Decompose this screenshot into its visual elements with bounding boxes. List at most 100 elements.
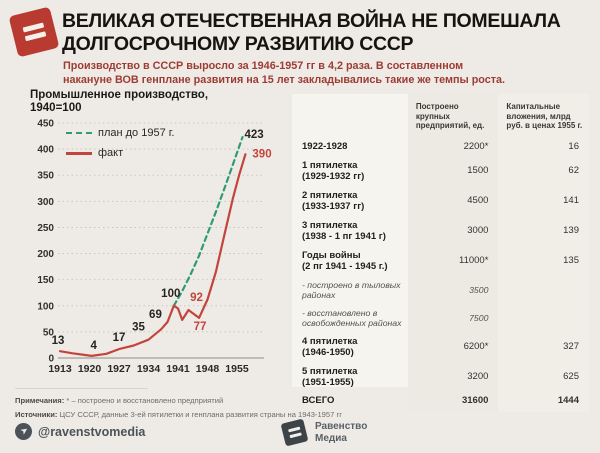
- row-built-value: 11000*: [407, 245, 499, 276]
- row-period-label: 1922-1928: [302, 140, 348, 152]
- row-built-value: 2200*: [407, 136, 499, 156]
- logo-equals-bar: [22, 22, 44, 33]
- row-period-label: 5 пятилетка (1951-1955): [302, 365, 358, 388]
- row-capital-value: 62: [498, 155, 589, 186]
- brand-name: Равенство Медиа: [315, 421, 367, 444]
- plan-series-line: [172, 136, 244, 307]
- y-tick-label: 50: [43, 327, 55, 338]
- table-row: - построено в тыловых районах 3500: [292, 275, 589, 304]
- sources-label: Источники:: [15, 410, 58, 419]
- fact-solid-line-sample: [66, 151, 92, 155]
- sources-line: Источники: ЦСУ СССР, данные 3-ей пятилет…: [15, 410, 342, 419]
- legend-item-plan: план до 1957 г.: [66, 127, 174, 139]
- y-tick-label: 100: [37, 301, 54, 312]
- legend-item-fact: факт: [66, 147, 123, 159]
- row-period-label: 4 пятилетка (1946-1950): [302, 335, 358, 358]
- logo-equals-bar: [24, 31, 46, 42]
- data-point-label: 92: [190, 292, 203, 304]
- row-built-value: 4500: [407, 185, 499, 216]
- notes-text: * – построено и восстановлено предприяти…: [66, 396, 224, 405]
- legend-plan-label: план до 1957 г.: [98, 127, 175, 139]
- y-tick-label: 250: [37, 223, 54, 234]
- data-point-label: 69: [149, 309, 162, 321]
- y-tick-label: 400: [37, 145, 54, 156]
- data-point-label: 35: [132, 322, 145, 334]
- chart-title-line1: Промышленное производство,: [30, 89, 209, 101]
- row-capital-value: [498, 275, 589, 304]
- data-table-panel: Построено крупных предприятий, ед. Капит…: [292, 94, 589, 412]
- page-title-line2: ДОЛГОСРОЧНОМУ РАЗВИТИЮ СССР: [62, 33, 414, 55]
- row-built-value: 3000: [407, 215, 499, 246]
- fact-series-line: [58, 153, 247, 357]
- page-subtitle: Производство в СССР выросло за 1946-1957…: [63, 60, 505, 87]
- row-capital-value: 135: [498, 245, 589, 276]
- data-point-label: 13: [52, 335, 65, 347]
- row-period-label: - построено в тыловых районах: [302, 279, 401, 300]
- table-row: Годы войны (2 пг 1941 - 1945 г.) 11000* 135: [292, 245, 589, 276]
- row-built-value: 31600: [407, 391, 499, 412]
- table-header-row: Построено крупных предприятий, ед. Капит…: [292, 94, 589, 137]
- row-capital-value: [498, 303, 589, 332]
- row-capital-value: 1444: [498, 391, 589, 412]
- brand-equals-icon: [280, 418, 309, 447]
- telegram-icon: ➤: [15, 423, 32, 440]
- x-tick-label: 1920: [78, 363, 102, 375]
- data-point-label: 423: [244, 129, 263, 141]
- table-row: 1 пятилетка (1929-1932 гг) 1500 62: [292, 155, 589, 186]
- telegram-link[interactable]: ➤ @ravenstvomedia: [15, 423, 145, 440]
- plan-dashed-line-sample: [66, 132, 92, 134]
- y-tick-label: 200: [37, 249, 54, 260]
- brand-name-line2: Медиа: [315, 432, 347, 444]
- table-row: 3 пятилетка (1938 - 1 пг 1941 г) 3000 139: [292, 215, 589, 246]
- x-tick-label: 1941: [166, 363, 190, 375]
- row-period-label: 3 пятилетка (1938 - 1 пг 1941 г): [302, 219, 386, 242]
- data-point-label: 17: [113, 332, 126, 344]
- row-capital-value: 141: [498, 185, 589, 216]
- data-point-label: 77: [194, 321, 207, 333]
- production-line-chart: 0 50 100 150 200 250 300 350 400 450 1913 1920 1927 1…: [37, 119, 271, 375]
- header-capital-investments: Капитальные вложения, млрд руб. в ценах …: [498, 94, 589, 137]
- page-subtitle-line1: Производство в СССР выросло за 1946-1957…: [63, 60, 464, 72]
- footer-divider: [15, 388, 148, 389]
- row-built-value: 1500: [407, 155, 499, 186]
- row-period-label: 1 пятилетка (1929-1932 гг): [302, 159, 365, 182]
- table-row: - восстановлено в освобожденных районах 7…: [292, 303, 589, 332]
- notes-line: Примечания: * – построено и восстановлен…: [15, 396, 223, 405]
- row-built-value: 3500: [407, 275, 499, 304]
- row-capital-value: 625: [498, 361, 589, 392]
- y-tick-label: 150: [37, 275, 54, 286]
- table-row: ВСЕГО 31600 1444: [292, 391, 589, 412]
- notes-label: Примечания:: [15, 396, 65, 405]
- brand-logo: Равенство Медиа: [280, 418, 367, 447]
- y-tick-label: 350: [37, 171, 54, 182]
- row-built-value: 7500: [407, 303, 499, 332]
- x-tick-label: 1948: [196, 363, 220, 375]
- brand-equals-bar: [289, 432, 302, 439]
- x-tick-label: 1913: [48, 363, 72, 375]
- table-row: 5 пятилетка (1951-1955) 3200 625: [292, 361, 589, 392]
- row-capital-value: 16: [498, 136, 589, 156]
- row-period-label: 2 пятилетка (1933-1937 гг): [302, 189, 365, 212]
- row-period-label: ВСЕГО: [302, 394, 335, 406]
- header-period: [292, 94, 408, 137]
- row-period-label: Годы войны (2 пг 1941 - 1945 г.): [302, 249, 388, 272]
- data-point-label: 4: [91, 340, 98, 352]
- x-tick-label: 1927: [107, 363, 131, 375]
- telegram-handle: @ravenstvomedia: [38, 424, 146, 439]
- enterprises-capital-table: Построено крупных предприятий, ед. Капит…: [292, 94, 589, 412]
- brand-name-line1: Равенство: [315, 421, 368, 432]
- y-tick-label: 450: [37, 119, 54, 130]
- row-built-value: 6200*: [407, 331, 499, 362]
- x-tick-label: 1955: [225, 363, 249, 375]
- page-subtitle-line2: накануне ВОВ генплане развития на 15 лет…: [63, 73, 506, 86]
- row-built-value: 3200: [407, 361, 499, 392]
- row-capital-value: 327: [498, 331, 589, 362]
- data-point-label: 390: [252, 148, 271, 160]
- row-period-label: - восстановлено в освобожденных районах: [302, 307, 402, 328]
- page-title: ВЕЛИКАЯ ОТЕЧЕСТВЕННАЯ ВОЙНА НЕ ПОМЕШАЛА …: [62, 10, 561, 56]
- data-point-label: 100: [161, 288, 180, 300]
- table-row: 4 пятилетка (1946-1950) 6200* 327: [292, 331, 589, 362]
- page-title-line1: ВЕЛИКАЯ ОТЕЧЕСТВЕННАЯ ВОЙНА НЕ ПОМЕШАЛА: [62, 10, 561, 32]
- table-body: 1922-1928 2200* 16 1 пятилетка (1929-1932 гг…: [292, 136, 589, 412]
